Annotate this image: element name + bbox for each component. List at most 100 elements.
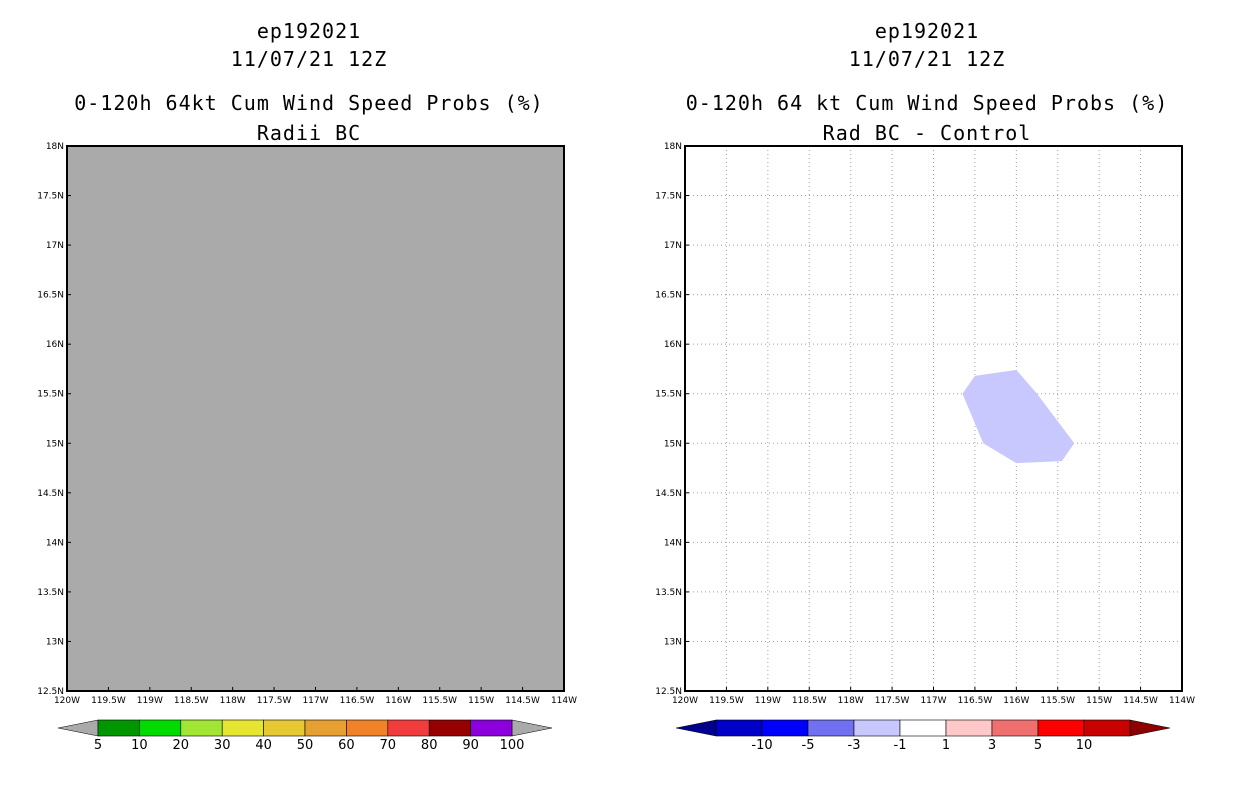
y-tick-label: 12.5N — [655, 687, 682, 697]
x-tick-label: 115W — [468, 696, 494, 706]
chart-product-title: 0-120h 64kt Cum Wind Speed Probs (%) — [74, 91, 544, 115]
colorbar-label: 5 — [1034, 738, 1042, 753]
x-tick-label: 117.5W — [257, 696, 292, 706]
x-tick-label: 117W — [920, 696, 946, 706]
y-tick-label: 17.5N — [655, 192, 682, 202]
y-tick-label: 14N — [46, 538, 64, 548]
y-tick-label: 14.5N — [655, 489, 682, 499]
y-tick-label: 17N — [46, 241, 64, 251]
x-tick-label: 116W — [385, 696, 411, 706]
chart-datetime: 11/07/21 12Z — [230, 47, 388, 71]
y-tick-label: 18N — [664, 142, 682, 152]
x-tick-label: 118W — [838, 696, 864, 706]
colorbar-label: 100 — [500, 738, 525, 753]
y-tick-label: 14.5N — [37, 489, 64, 499]
plot-area — [67, 146, 564, 691]
colorbar-label: 10 — [131, 738, 148, 753]
colorbar-label: 20 — [173, 738, 190, 753]
x-tick-label: 118.5W — [792, 696, 827, 706]
y-tick-label: 17.5N — [37, 192, 64, 202]
colorbar-label: 3 — [988, 738, 996, 753]
y-tick-label: 13N — [664, 637, 682, 647]
chart-product-title: 0-120h 64 kt Cum Wind Speed Probs (%) — [685, 91, 1169, 115]
colorbar-label: -1 — [894, 738, 907, 753]
colorbar-swatch — [715, 719, 763, 737]
x-tick-label: 117W — [302, 696, 328, 706]
colorbar-swatch — [470, 719, 513, 737]
colorbar-swatch — [807, 719, 855, 737]
y-tick-label: 16.5N — [37, 291, 64, 301]
x-tick-label: 114W — [1169, 696, 1195, 706]
probability-region — [962, 369, 1075, 464]
colorbar-label: 70 — [380, 738, 397, 753]
colorbar-swatch — [263, 719, 306, 737]
colorbar-label: 1 — [942, 738, 950, 753]
x-tick-label: 119W — [755, 696, 781, 706]
y-tick-label: 15N — [46, 439, 64, 449]
x-tick-label: 118.5W — [174, 696, 209, 706]
colorbar-label: 40 — [255, 738, 272, 753]
x-tick-label: 119W — [137, 696, 163, 706]
x-tick-label: 120W — [54, 696, 80, 706]
y-tick-label: 15.5N — [37, 390, 64, 400]
x-tick-label: 115W — [1086, 696, 1112, 706]
colorbar-over-arrow — [1129, 719, 1171, 737]
colorbar-swatch — [346, 719, 389, 737]
colorbar-swatch — [304, 719, 347, 737]
colorbar-swatch — [991, 719, 1039, 737]
y-tick-label: 18N — [46, 142, 64, 152]
x-tick-label: 116W — [1003, 696, 1029, 706]
x-tick-label: 116.5W — [340, 696, 375, 706]
y-tick-label: 16N — [664, 340, 682, 350]
y-tick-label: 13.5N — [655, 588, 682, 598]
y-tick-label: 13.5N — [37, 588, 64, 598]
colorbar-label: -3 — [848, 738, 861, 753]
y-tick-label: 13N — [46, 637, 64, 647]
colorbar-label: 50 — [297, 738, 314, 753]
x-tick-label: 119.5W — [709, 696, 744, 706]
x-tick-label: 117.5W — [875, 696, 910, 706]
colorbar-under-arrow — [57, 719, 99, 737]
chart-experiment-label: Rad BC - Control — [822, 121, 1032, 145]
x-tick-label: 116.5W — [958, 696, 993, 706]
colorbar-label: 60 — [338, 738, 355, 753]
colorbar-swatch — [899, 719, 947, 737]
chart-title: ep192021 — [874, 19, 980, 43]
colorbar-swatch — [945, 719, 993, 737]
x-tick-label: 115.5W — [422, 696, 457, 706]
colorbar-swatch — [1037, 719, 1085, 737]
x-tick-label: 114.5W — [1123, 696, 1158, 706]
colorbar-under-arrow — [675, 719, 717, 737]
colorbar-label: -5 — [802, 738, 815, 753]
chart-experiment-label: Radii BC — [256, 121, 362, 145]
colorbar-swatch — [761, 719, 809, 737]
colorbar-swatch — [180, 719, 223, 737]
colorbar-swatch — [97, 719, 140, 737]
colorbar-label: 10 — [1076, 738, 1093, 753]
x-tick-label: 114W — [551, 696, 577, 706]
colorbar-label: -10 — [751, 738, 772, 753]
y-tick-label: 14N — [664, 538, 682, 548]
map-plot-left: 120W 119.5W 119W 118.5W 118W 117.5W 117W 116.5W… — [37, 142, 577, 753]
colorbar-label: 30 — [214, 738, 231, 753]
y-tick-label: 15.5N — [655, 390, 682, 400]
chart-title: ep192021 — [256, 19, 362, 43]
x-tick-label: 119.5W — [91, 696, 126, 706]
y-tick-label: 12.5N — [37, 687, 64, 697]
y-tick-label: 16N — [46, 340, 64, 350]
chart-panel-radii-bc: ep192021 11/07/21 12Z 0-120h 64kt Cum Wi… — [37, 19, 577, 753]
colorbar-swatch — [221, 719, 264, 737]
x-tick-label: 114.5W — [505, 696, 540, 706]
colorbar-swatch — [1083, 719, 1131, 737]
colorbar-label: 90 — [462, 738, 479, 753]
chart-datetime: 11/07/21 12Z — [848, 47, 1006, 71]
colorbar-label: 80 — [421, 738, 438, 753]
y-tick-label: 17N — [664, 241, 682, 251]
x-tick-label: 120W — [672, 696, 698, 706]
map-plot-right: 120W 119.5W 119W 118.5W 118W 117.5W 117W 116.5W… — [655, 142, 1195, 753]
colorbar-swatch — [428, 719, 471, 737]
y-tick-label: 16.5N — [655, 291, 682, 301]
x-tick-label: 118W — [220, 696, 246, 706]
colorbar-label: 5 — [94, 738, 102, 753]
colorbar-swatch — [387, 719, 430, 737]
